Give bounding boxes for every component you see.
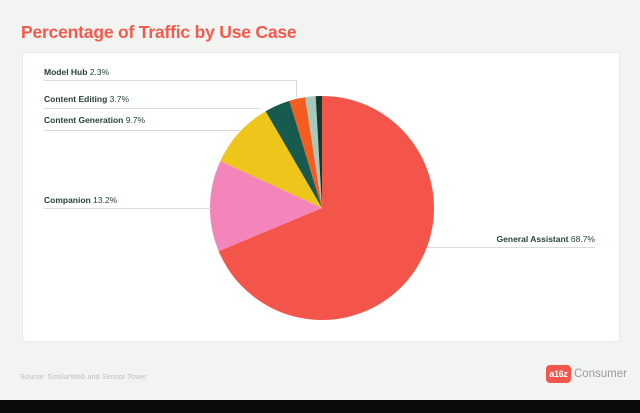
leader-line-companion (44, 208, 211, 209)
brand-name: Consumer (573, 368, 627, 380)
leader-line-content-editing (44, 108, 261, 109)
leader-line-content-generation (44, 130, 240, 131)
footer-bar (0, 400, 640, 413)
leader-line-model-hub (44, 80, 297, 81)
label-companion-name: Companion (44, 195, 91, 205)
page-title: Percentage of Traffic by Use Case (21, 22, 297, 42)
label-general-assistant: General Assistant 68.7% (497, 234, 595, 244)
leader-line-general-assistant (427, 247, 595, 248)
pie-slice-content-generation (220, 111, 322, 208)
label-companion: Companion 13.2% (44, 195, 117, 205)
label-content-generation-name: Content Generation (44, 115, 124, 125)
pie-slice-model-hub (289, 97, 322, 208)
label-content-editing-value: 3.7% (109, 94, 130, 104)
pie-slice-content-editing (265, 100, 322, 208)
label-model-hub-name: Model Hub (44, 67, 88, 77)
pie-slice-companion (210, 160, 322, 252)
pie-slice-unlabeled-6 (315, 96, 322, 208)
leader-line-model-hub-drop (296, 80, 297, 99)
label-general-assistant-name: General Assistant (496, 234, 569, 244)
label-model-hub-value: 2.3% (89, 67, 110, 77)
label-content-editing: Content Editing 3.7% (44, 94, 129, 104)
pie-slice-general-assistant (218, 96, 434, 320)
label-model-hub: Model Hub 2.3% (44, 67, 109, 77)
label-companion-value: 13.2% (93, 195, 118, 205)
label-content-generation-value: 9.7% (125, 115, 146, 125)
label-general-assistant-value: 68.7% (570, 234, 595, 244)
label-content-editing-name: Content Editing (44, 94, 108, 104)
a16z-logo-badge: a16z (545, 365, 571, 383)
brand-logo: a16z Consumer (545, 365, 627, 383)
pie-slice-unlabeled-5 (305, 96, 322, 208)
label-content-generation: Content Generation 9.7% (44, 115, 145, 125)
source-note: Source: SimilarWeb and Sensor Tower (20, 374, 147, 381)
pie-chart (210, 96, 434, 320)
